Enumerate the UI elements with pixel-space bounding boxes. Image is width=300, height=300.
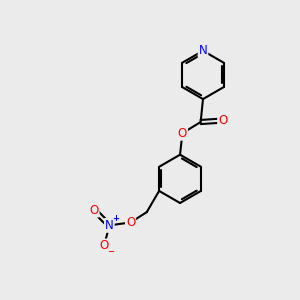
Text: O: O: [178, 127, 187, 140]
Text: N: N: [199, 44, 207, 57]
Text: +: +: [112, 214, 119, 224]
Text: N: N: [105, 219, 114, 232]
Text: O: O: [126, 216, 135, 229]
Text: O: O: [218, 114, 227, 127]
Text: O: O: [99, 239, 109, 253]
Text: −: −: [107, 247, 114, 256]
Text: O: O: [89, 204, 99, 217]
